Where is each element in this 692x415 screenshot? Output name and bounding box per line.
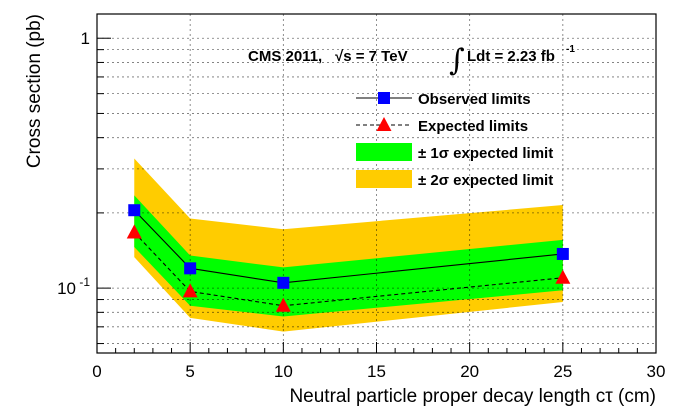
integral-symbol: ∫ xyxy=(449,43,465,78)
observed-marker xyxy=(277,276,290,289)
x-tick-label: 15 xyxy=(367,362,386,381)
x-tick-label: 25 xyxy=(553,362,572,381)
lines-layer xyxy=(133,209,563,307)
x-tick-label: 10 xyxy=(274,362,293,381)
legend-label: Observed limits xyxy=(418,91,531,108)
x-tick-label: 30 xyxy=(647,362,666,381)
observed-marker xyxy=(184,262,197,275)
legend-item: ± 2σ expected limit xyxy=(356,170,553,189)
legend-square-icon xyxy=(378,92,390,104)
y-tick-label: 10 xyxy=(57,279,76,298)
observed-line xyxy=(133,209,563,284)
x-tick-label: 20 xyxy=(460,362,479,381)
legend-item: Observed limits xyxy=(356,91,531,108)
legend-label: Expected limits xyxy=(418,118,528,135)
luminosity-exponent: -1 xyxy=(566,44,575,55)
legend-label: ± 1σ expected limit xyxy=(418,145,553,162)
bands-layer xyxy=(134,158,563,332)
experiment-label: CMS 2011, xyxy=(248,48,322,65)
experiment-annotation: CMS 2011, √s = 7 TeV ∫ Ldt = 2.23 fb -1 xyxy=(248,43,575,78)
expected-line xyxy=(133,232,563,307)
legend: Observed limits Expected limits ± 1σ expec… xyxy=(356,91,553,189)
x-axis-label: Neutral particle proper decay length cτ … xyxy=(289,386,656,407)
expected-marker xyxy=(275,297,291,312)
y-axis-label: Cross section (pb) xyxy=(24,14,45,168)
legend-triangle-icon xyxy=(376,117,392,131)
luminosity-label: Ldt = 2.23 fb xyxy=(467,48,555,65)
y-tick-label-exponent: -1 xyxy=(79,275,90,289)
legend-swatch-1sigma xyxy=(356,143,412,161)
markers-layer xyxy=(126,204,571,312)
legend-label: ± 2σ expected limit xyxy=(418,172,553,189)
energy-label: √s = 7 TeV xyxy=(335,48,408,65)
expected-marker xyxy=(182,283,198,298)
observed-marker xyxy=(556,247,569,260)
expected-marker xyxy=(555,269,571,284)
expected-marker xyxy=(126,224,142,239)
band-1sigma xyxy=(134,195,563,317)
x-tick-label: 0 xyxy=(92,362,101,381)
grid-layer xyxy=(97,14,656,353)
legend-item: Expected limits xyxy=(356,117,528,135)
observed-marker xyxy=(128,204,141,217)
x-tick-label: 5 xyxy=(185,362,194,381)
legend-item: ± 1σ expected limit xyxy=(356,143,553,162)
y-tick-label: 1 xyxy=(81,29,90,48)
ticks-layer xyxy=(96,37,657,353)
legend-swatch-2sigma xyxy=(356,170,412,188)
